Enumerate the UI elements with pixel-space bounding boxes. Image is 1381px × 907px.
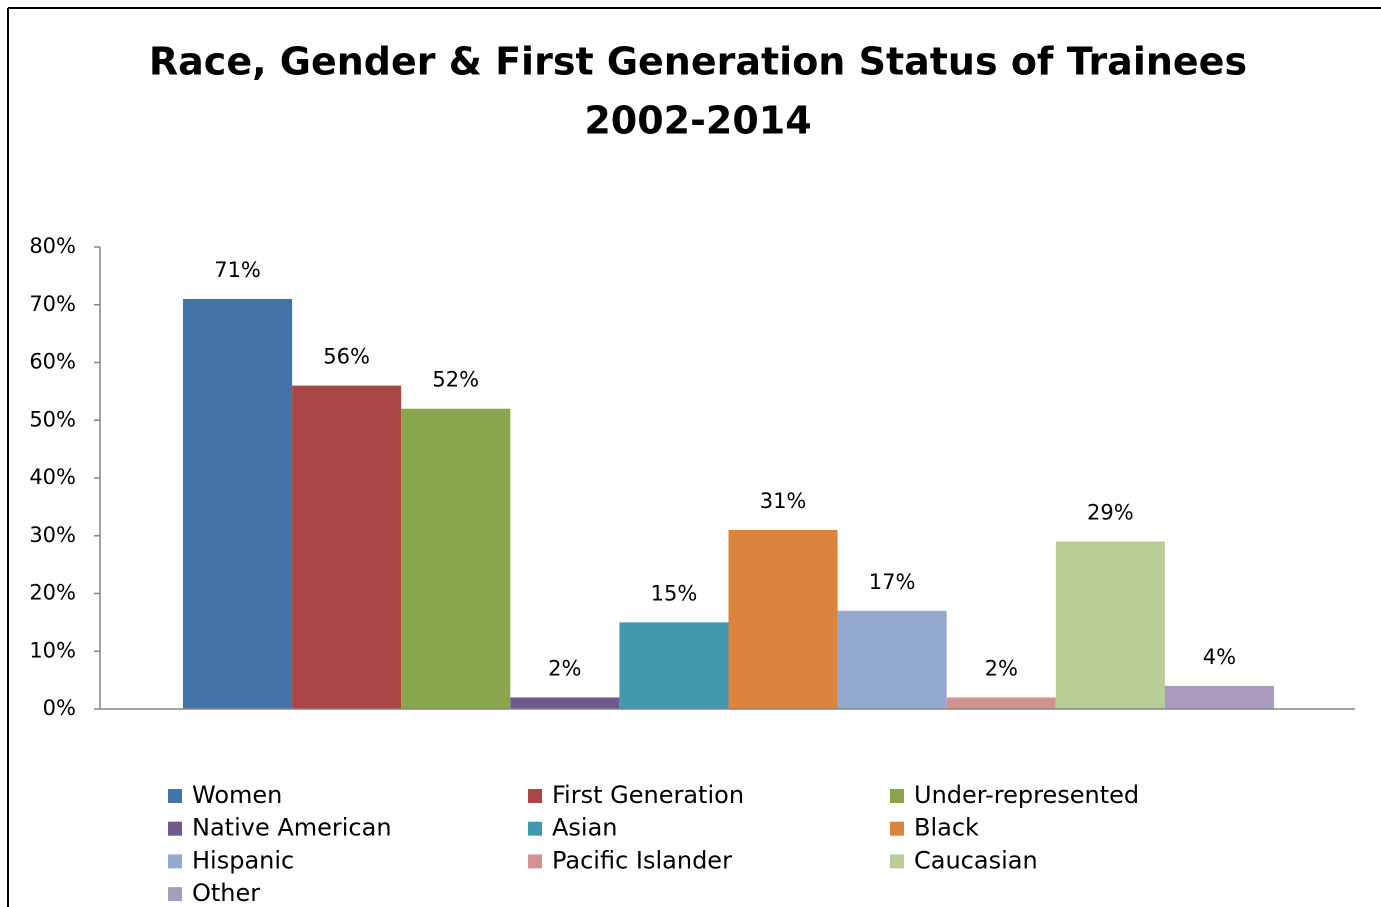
value-label: 56% [323,345,370,369]
legend-swatch [528,821,542,836]
bar [1164,685,1274,709]
legend-label: First Generation [552,781,744,809]
y-tick-label: 20% [29,581,76,605]
y-tick-label: 50% [29,407,76,431]
value-label: 2% [548,656,581,680]
y-tick-label: 0% [43,696,76,720]
bar [510,697,620,709]
bar [837,610,947,709]
bar [183,298,293,709]
value-label: 31% [760,489,807,513]
legend-label: Women [192,781,282,809]
value-label: 2% [985,656,1018,680]
legend-label: Native American [192,814,392,842]
y-tick-label: 80% [29,234,76,258]
value-label: 52% [432,368,479,392]
legend-label: Other [192,879,260,907]
legend-swatch [890,789,904,803]
chart-title: 2002-2014 [584,99,811,143]
bar [728,529,838,709]
bar [1055,541,1165,709]
y-tick-label: 60% [29,350,76,374]
legend-swatch [168,887,182,902]
y-tick-label: 40% [29,465,76,489]
y-tick-label: 70% [29,292,76,316]
legend-label: Pacific Islander [552,846,732,874]
legend-label: Asian [552,814,618,842]
value-label: 71% [214,258,261,282]
legend-swatch [528,854,542,869]
legend-swatch [890,854,904,869]
legend-label: Caucasian [914,846,1038,874]
legend-label: Hispanic [192,846,294,874]
value-label: 4% [1203,645,1236,669]
y-tick-label: 30% [29,523,76,547]
bar [292,385,402,709]
legend-swatch [528,789,542,803]
legend-swatch [168,854,182,869]
value-label: 15% [651,581,698,605]
legend-swatch [168,789,182,803]
legend-label: Black [914,814,979,842]
y-tick-label: 10% [29,638,76,662]
legend-swatch [168,821,182,836]
chart-title: Race, Gender & First Generation Status o… [149,40,1247,84]
bar [946,697,1056,709]
legend-label: Under-represented [914,781,1139,809]
bar [401,408,511,709]
value-label: 29% [1087,501,1134,525]
value-label: 17% [869,570,916,594]
legend-swatch [890,821,904,836]
bar [619,622,729,709]
